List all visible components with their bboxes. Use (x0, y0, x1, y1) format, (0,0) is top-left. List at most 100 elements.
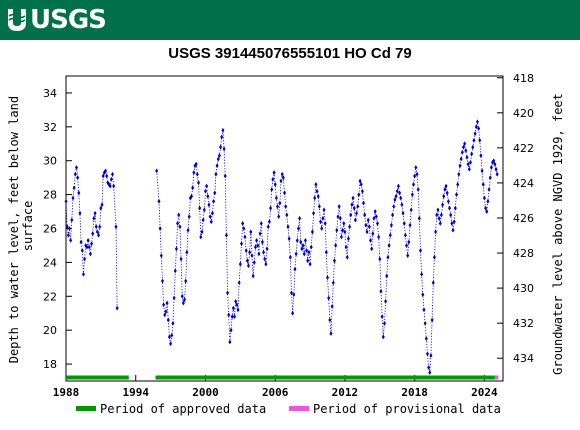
data-point (256, 243, 260, 248)
usgs-logo-icon (8, 9, 26, 31)
left-tick-label: 20 (43, 324, 57, 337)
data-point (457, 171, 461, 177)
data-point (306, 258, 310, 264)
data-point (212, 198, 216, 204)
data-point (492, 158, 496, 164)
x-tick-label: 2006 (262, 386, 289, 399)
data-point (459, 156, 463, 162)
data-point (200, 229, 204, 235)
data-point (451, 227, 455, 233)
x-tick-label: 1994 (122, 386, 149, 399)
data-point (110, 171, 114, 177)
data-point (274, 195, 278, 201)
data-point (253, 244, 257, 250)
data-point (331, 280, 335, 286)
data-point (173, 268, 177, 274)
data-point (224, 232, 228, 238)
data-point (367, 224, 371, 230)
left-tick-label: 32 (43, 121, 57, 134)
data-point (403, 232, 407, 238)
data-point (80, 248, 84, 253)
data-point (283, 190, 286, 196)
left-tick-label: 28 (43, 189, 57, 202)
data-point (434, 229, 438, 235)
data-point (183, 297, 187, 303)
data-point (69, 237, 73, 243)
data-point (356, 204, 360, 209)
data-point (381, 334, 385, 340)
left-tick-label: 18 (43, 358, 57, 371)
data-point (479, 153, 483, 159)
data-point (448, 205, 452, 211)
data-point (159, 253, 163, 259)
data-point (178, 224, 182, 230)
data-point (105, 173, 109, 179)
data-point (194, 161, 198, 167)
data-point (166, 317, 170, 323)
data-point (491, 160, 495, 165)
data-point (305, 248, 309, 253)
data-point (260, 239, 264, 245)
data-point (363, 212, 367, 218)
data-point (495, 171, 499, 177)
data-point (209, 219, 213, 225)
data-point (238, 261, 242, 267)
data-point (245, 258, 249, 264)
data-point (330, 304, 334, 309)
data-point (481, 182, 485, 187)
data-point (81, 271, 85, 277)
data-point (402, 221, 406, 226)
data-point (442, 193, 446, 199)
data-point (114, 224, 118, 230)
data-point (378, 256, 382, 262)
data-point (276, 204, 280, 209)
approved-period-bar (66, 375, 129, 380)
water-level-series (64, 119, 499, 375)
data-point (179, 256, 183, 262)
data-point (251, 273, 255, 279)
data-point (396, 183, 400, 189)
data-point (327, 295, 331, 301)
data-point (417, 215, 421, 221)
data-point (326, 275, 330, 281)
data-point (236, 307, 240, 313)
right-tick-label: 430 (513, 282, 534, 295)
data-point (398, 190, 402, 196)
data-point (267, 219, 271, 225)
data-point (162, 302, 166, 308)
data-point (278, 200, 282, 206)
approved-period-bar (155, 375, 495, 380)
data-point (320, 226, 324, 231)
usgs-logo-text: USGS (30, 5, 107, 35)
data-point (196, 180, 200, 186)
data-point (303, 237, 307, 243)
data-point (160, 278, 164, 284)
right-tick-label: 418 (513, 72, 534, 85)
right-axis: 418 420 422 424 426 428 430 432 434 (497, 72, 534, 365)
data-point (384, 298, 388, 304)
data-point (292, 292, 296, 297)
data-point (341, 227, 345, 233)
data-point (359, 182, 363, 187)
x-tick-label: 2000 (192, 386, 219, 399)
data-point (264, 261, 268, 267)
data-point (73, 171, 77, 177)
data-point (387, 243, 391, 248)
data-point (206, 193, 210, 199)
y-axis-label-right: Groundwater level above NGVD 1929, feet (551, 93, 565, 375)
data-point (298, 215, 302, 221)
data-point (355, 210, 359, 216)
data-point (97, 232, 101, 238)
data-point (463, 141, 467, 147)
data-point (241, 221, 245, 226)
data-point (77, 190, 81, 196)
data-point (407, 239, 411, 245)
data-point (358, 178, 362, 184)
data-point (108, 183, 112, 189)
data-point (95, 229, 99, 235)
data-point (493, 161, 497, 167)
right-tick-label: 426 (513, 212, 534, 225)
data-point (205, 183, 209, 189)
data-point (408, 222, 412, 228)
data-point (228, 339, 232, 345)
